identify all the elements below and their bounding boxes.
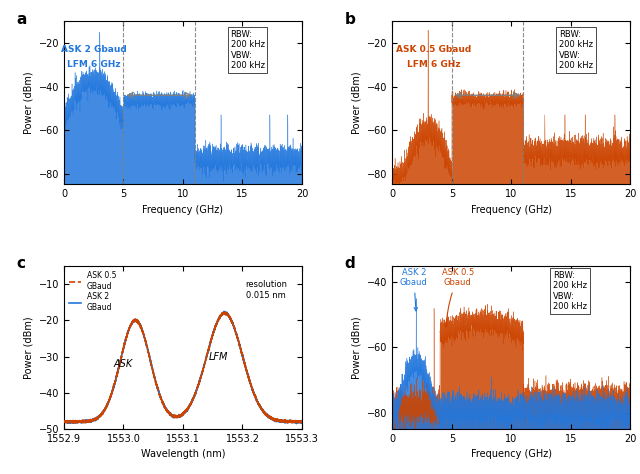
- Text: c: c: [17, 256, 26, 271]
- Y-axis label: Power (dBm): Power (dBm): [351, 72, 362, 134]
- Y-axis label: Power (dBm): Power (dBm): [23, 316, 33, 379]
- Text: LFM 6 GHz: LFM 6 GHz: [407, 60, 461, 69]
- Text: d: d: [345, 256, 356, 271]
- Legend: ASK 0.5
GBaud, ASK 2
GBaud: ASK 0.5 GBaud, ASK 2 GBaud: [68, 270, 118, 313]
- Text: ASK 0.5 Gbaud: ASK 0.5 Gbaud: [396, 45, 472, 54]
- Text: resolution
0.015 nm: resolution 0.015 nm: [245, 281, 287, 300]
- Text: LFM 6 GHz: LFM 6 GHz: [67, 60, 120, 69]
- Text: ASK: ASK: [114, 359, 133, 369]
- X-axis label: Frequency (GHz): Frequency (GHz): [471, 449, 552, 459]
- Text: ASK 0.5
Gbaud: ASK 0.5 Gbaud: [442, 268, 474, 327]
- Text: ASK 2 Gbaud: ASK 2 Gbaud: [61, 45, 127, 54]
- X-axis label: Frequency (GHz): Frequency (GHz): [143, 205, 223, 215]
- Y-axis label: Power (dBm): Power (dBm): [23, 72, 33, 134]
- Text: RBW:
200 kHz
VBW:
200 kHz: RBW: 200 kHz VBW: 200 kHz: [553, 271, 587, 311]
- X-axis label: Wavelength (nm): Wavelength (nm): [141, 449, 225, 459]
- Text: RBW:
200 kHz
VBW:
200 kHz: RBW: 200 kHz VBW: 200 kHz: [230, 30, 264, 70]
- X-axis label: Frequency (GHz): Frequency (GHz): [471, 205, 552, 215]
- Text: b: b: [345, 11, 356, 27]
- Text: LFM: LFM: [209, 352, 228, 362]
- Text: ASK 2
Gbaud: ASK 2 Gbaud: [400, 268, 428, 311]
- Text: RBW:
200 kHz
VBW:
200 kHz: RBW: 200 kHz VBW: 200 kHz: [559, 30, 593, 70]
- Text: a: a: [17, 11, 27, 27]
- Y-axis label: Power (dBm): Power (dBm): [351, 316, 362, 379]
